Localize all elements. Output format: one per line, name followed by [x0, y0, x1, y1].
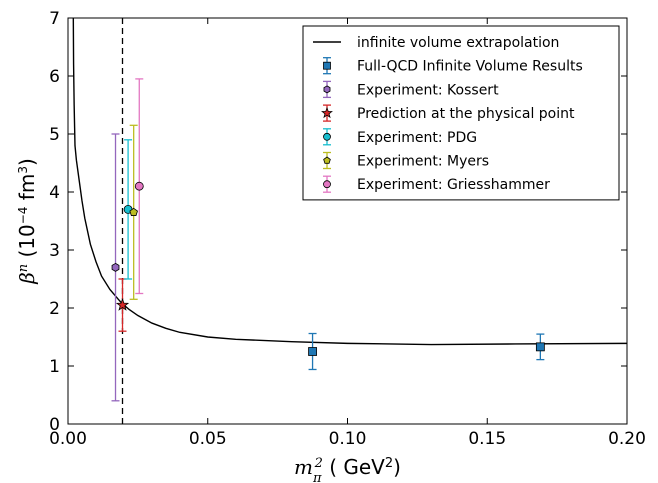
x-tick-label: 0.05 — [189, 429, 227, 449]
experiment-griesshammer-point — [134, 181, 144, 191]
y-tick-label: 4 — [49, 183, 60, 203]
legend-swatch-experiment-griesshammer — [323, 180, 331, 189]
legend: infinite volume extrapolation Full-QCD In… — [302, 25, 620, 201]
legend-swatch-full-qcd-infinite-volume-results — [323, 61, 331, 70]
legend-label-experiment-griesshammer: Experiment: Griesshammer — [357, 177, 550, 193]
legend-label-infinite-volume-extrapolation: infinite volume extrapolation — [357, 35, 559, 51]
y-tick-label: 5 — [49, 125, 60, 145]
legend-swatch-experiment-kossert — [323, 85, 331, 94]
data-layer — [72, 18, 627, 424]
y-axis-label: βn (10−4 fm3) — [15, 158, 39, 285]
prediction-at-the-physical-point-point — [115, 298, 130, 311]
x-axis-label: mπ2 ( GeV2) — [294, 455, 401, 483]
y-tick-label: 2 — [49, 299, 60, 319]
y-tick-label: 7 — [49, 9, 60, 29]
y-tick-label: 0 — [49, 415, 60, 435]
legend-label-experiment-myers: Experiment: Myers — [357, 154, 489, 170]
x-tick-label: 0.00 — [49, 429, 87, 449]
legend-swatch-experiment-myers — [323, 156, 331, 164]
y-tick-label: 1 — [49, 357, 60, 377]
legend-box — [302, 25, 620, 201]
x-tick-label: 0.10 — [329, 429, 367, 449]
legend-label-experiment-kossert: Experiment: Kossert — [357, 82, 499, 98]
legend-swatch-experiment-pdg — [323, 132, 331, 141]
experiment-myers-point — [129, 207, 138, 216]
legend-label-prediction-at-the-physical-point: Prediction at the physical point — [357, 106, 575, 122]
infinite-volume-extrapolation-line — [72, 18, 627, 346]
y-tick-label: 6 — [49, 67, 60, 87]
legend-swatch-prediction-at-the-physical-point — [321, 106, 333, 119]
tick-layer: 0.00 0.05 0.10 0.15 0.20 0 1 2 3 4 5 6 7 — [49, 9, 646, 449]
full-qcd-infinite-volume-results-point — [535, 342, 545, 352]
legend-label-experiment-pdg: Experiment: PDG — [357, 130, 477, 146]
x-tick-label: 0.20 — [608, 429, 646, 449]
full-qcd-infinite-volume-results-point — [308, 347, 317, 356]
x-tick-label: 0.15 — [468, 429, 506, 449]
legend-label-full-qcd-infinite-volume-results: Full-QCD Infinite Volume Results — [357, 59, 583, 75]
experiment-kossert-point — [111, 262, 120, 272]
y-tick-label: 3 — [49, 241, 60, 261]
